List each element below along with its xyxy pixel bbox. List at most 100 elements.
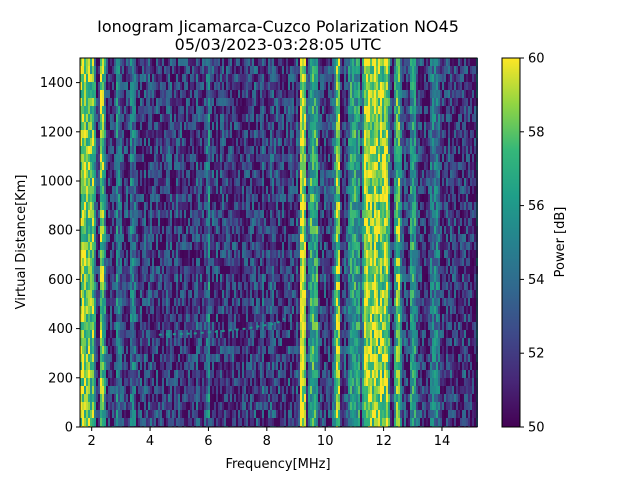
heatmap-cell	[208, 154, 210, 162]
heatmap-cell	[160, 218, 162, 226]
heatmap-cell	[216, 130, 218, 138]
heatmap-cell	[240, 82, 242, 90]
heatmap-cell	[154, 202, 156, 210]
heatmap-cell	[148, 298, 150, 306]
heatmap-cell	[264, 266, 266, 274]
heatmap-cell	[112, 322, 114, 330]
heatmap-cell	[262, 386, 264, 394]
heatmap-cell	[182, 114, 184, 122]
heatmap-cell	[122, 130, 124, 138]
heatmap-cell	[244, 106, 246, 114]
heatmap-cell	[146, 138, 148, 146]
heatmap-cell	[190, 402, 192, 410]
heatmap-cell	[100, 122, 102, 130]
heatmap-cell	[260, 138, 262, 146]
heatmap-cell	[98, 258, 100, 266]
heatmap-cell	[128, 354, 130, 362]
heatmap-cell	[248, 74, 250, 82]
heatmap-cell	[256, 290, 258, 298]
heatmap-cell	[218, 314, 220, 322]
heatmap-cell	[108, 66, 110, 74]
heatmap-cell	[160, 298, 162, 306]
heatmap-cell	[184, 210, 186, 218]
heatmap-cell	[88, 338, 90, 346]
heatmap-cell	[254, 178, 256, 186]
heatmap-cell	[128, 146, 130, 154]
heatmap-cell	[202, 418, 204, 426]
heatmap-cell	[114, 234, 116, 242]
heatmap-cell	[122, 394, 124, 402]
heatmap-cell	[264, 338, 266, 346]
heatmap-cell	[260, 226, 262, 234]
heatmap-cell	[102, 370, 104, 378]
heatmap-cell	[96, 378, 98, 386]
heatmap-cell	[234, 298, 236, 306]
heatmap-cell	[186, 370, 188, 378]
heatmap-cell	[84, 266, 86, 274]
heatmap-cell	[124, 82, 126, 90]
heatmap-cell	[84, 154, 86, 162]
heatmap-cell	[138, 178, 140, 186]
heatmap-cell	[206, 346, 208, 354]
heatmap-cell	[206, 250, 208, 258]
heatmap-cell	[104, 90, 106, 98]
heatmap-cell	[166, 370, 168, 378]
heatmap-cell	[180, 146, 182, 154]
heatmap-cell	[174, 186, 176, 194]
heatmap-cell	[132, 234, 134, 242]
heatmap-cell	[216, 298, 218, 306]
heatmap-cell	[146, 218, 148, 226]
heatmap-cell	[110, 362, 112, 370]
heatmap-cell	[204, 306, 206, 314]
heatmap-cell	[180, 66, 182, 74]
heatmap-cell	[282, 82, 284, 90]
heatmap-cell	[106, 362, 108, 370]
heatmap-cell	[264, 226, 266, 234]
heatmap-cell	[184, 138, 186, 146]
heatmap-cell	[192, 258, 194, 266]
heatmap-cell	[196, 210, 198, 218]
heatmap-cell	[260, 282, 262, 290]
heatmap-cell	[144, 338, 146, 346]
heatmap-cell	[198, 114, 200, 122]
heatmap-cell	[266, 66, 268, 74]
heatmap-cell	[130, 282, 132, 290]
heatmap-cell	[104, 282, 106, 290]
heatmap-cell	[184, 290, 186, 298]
heatmap-cell	[172, 274, 174, 282]
heatmap-cell	[174, 74, 176, 82]
heatmap-cell	[244, 386, 246, 394]
heatmap-cell	[200, 274, 202, 282]
heatmap-cell	[94, 290, 96, 298]
heatmap-cell	[90, 282, 92, 290]
heatmap-cell	[254, 370, 256, 378]
heatmap-cell	[228, 226, 230, 234]
heatmap-cell	[282, 170, 284, 178]
heatmap-cell	[192, 122, 194, 130]
heatmap-cell	[206, 122, 208, 130]
heatmap-cell	[236, 90, 238, 98]
heatmap-cell	[240, 410, 242, 418]
heatmap-cell	[142, 186, 144, 194]
heatmap-cell	[190, 106, 192, 114]
heatmap-cell	[122, 210, 124, 218]
heatmap-cell	[98, 290, 100, 298]
heatmap-cell	[114, 386, 116, 394]
heatmap-cell	[222, 178, 224, 186]
heatmap-cell	[134, 202, 136, 210]
heatmap-cell	[240, 402, 242, 410]
heatmap-cell	[106, 410, 108, 418]
heatmap-cell	[168, 298, 170, 306]
heatmap-cell	[254, 122, 256, 130]
heatmap-cell	[212, 58, 214, 66]
heatmap-cell	[258, 298, 260, 306]
heatmap-cell	[222, 130, 224, 138]
heatmap-cell	[142, 330, 144, 338]
heatmap-cell	[246, 74, 248, 82]
heatmap-cell	[84, 242, 86, 250]
heatmap-cell	[164, 98, 166, 106]
heatmap-cell	[126, 386, 128, 394]
heatmap-cell	[254, 290, 256, 298]
heatmap-cell	[152, 258, 154, 266]
heatmap-cell	[180, 90, 182, 98]
